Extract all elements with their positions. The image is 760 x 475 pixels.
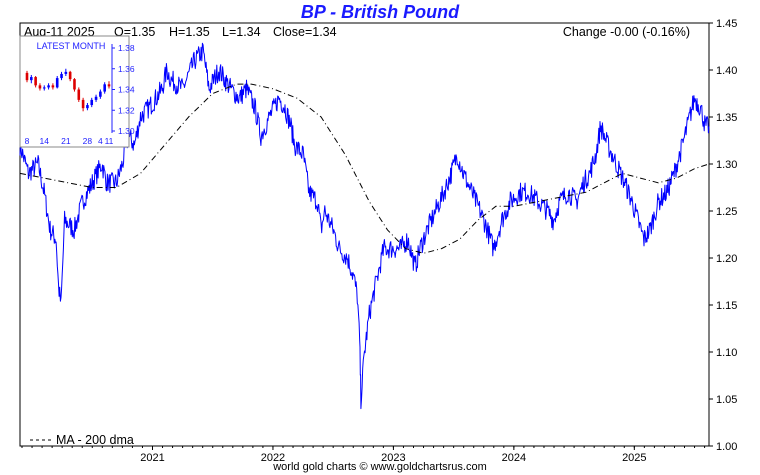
- ma-legend: MA - 200 dma: [30, 433, 134, 447]
- y-tick-label: 1.35: [716, 112, 737, 124]
- y-tick-label: 1.15: [716, 300, 737, 312]
- y-tick-label: 1.10: [716, 347, 737, 359]
- y-tick-label: 1.30: [716, 159, 737, 171]
- inset-candle-body: [60, 73, 63, 79]
- series-line-ma200: [19, 83, 710, 254]
- y-tick-label: 1.45: [716, 18, 737, 30]
- inset-y-tick-label: 1.36: [118, 64, 135, 74]
- plot-frame: [19, 22, 710, 447]
- inset-candle-body: [86, 105, 89, 109]
- inset-candle-body: [47, 85, 50, 88]
- inset-x-tick-label: 28: [83, 136, 93, 146]
- inset-candle-body: [64, 71, 68, 74]
- inset-candle-body: [81, 99, 85, 109]
- x-tick-label: 2021: [140, 452, 164, 464]
- inset-latest-month: LATEST MONTH 1.38 1.36 1.34 1.32 1.30 8 14 21 28…: [19, 35, 135, 148]
- inset-candle-body: [68, 71, 72, 80]
- inset-candle-body: [25, 72, 29, 81]
- inset-candle-body: [51, 85, 55, 88]
- series-line-price: [19, 42, 710, 410]
- series-layer: [19, 42, 710, 410]
- inset-candle-body: [34, 77, 37, 86]
- header-change: Change -0.00 (-0.16%): [563, 25, 690, 39]
- inset-x-tick-label: 4: [98, 136, 103, 146]
- axis-layer: 1.45 1.40 1.35 1.30 1.25 1.20 1.15 1.10 1.05 1.00…: [21, 18, 737, 464]
- y-tick-label: 1.40: [716, 65, 737, 77]
- x-tick-label: 2025: [622, 452, 646, 464]
- y-tick-label: 1.00: [716, 441, 737, 453]
- y-tick-label: 1.20: [716, 253, 737, 265]
- inset-candle-body: [73, 79, 76, 90]
- inset-x-tick-label: 21: [61, 136, 71, 146]
- inset-candle-body: [107, 84, 111, 87]
- inset-x-tick-label: 11: [105, 136, 114, 146]
- inset-candle-body: [94, 96, 98, 100]
- inset-y-tick-label: 1.38: [118, 43, 135, 53]
- x-tick-label: 2023: [381, 452, 405, 464]
- inset-candle-body: [77, 89, 81, 100]
- inset-candle-body: [99, 91, 102, 97]
- y-tick-label: 1.25: [716, 206, 737, 218]
- inset-candle-body: [30, 77, 33, 81]
- y-tick-label: 1.05: [716, 394, 737, 406]
- header-high: H=1.35: [169, 25, 210, 39]
- inset-candle-body: [90, 99, 94, 106]
- ma-legend-label: MA - 200 dma: [56, 433, 134, 447]
- header-close: Close=1.34: [273, 25, 337, 39]
- inset-y-tick-label: 1.34: [118, 85, 135, 95]
- x-tick-label: 2024: [502, 452, 526, 464]
- chart-title: BP - British Pound: [300, 2, 460, 22]
- header-low: L=1.34: [222, 25, 261, 39]
- inset-title: LATEST MONTH: [37, 41, 106, 51]
- inset-y-tick-label: 1.32: [118, 105, 135, 115]
- chart-footer: world gold charts © www.goldchartsrus.co…: [273, 461, 487, 473]
- inset-x-tick-label: 8: [25, 136, 30, 146]
- inset-candle-body: [42, 87, 46, 89]
- inset-x-tick-label: 14: [40, 136, 50, 146]
- x-tick-label: 2022: [261, 452, 285, 464]
- inset-y-tick-label: 1.30: [118, 126, 135, 136]
- inset-plot: 1.38 1.36 1.34 1.32 1.30 8 14 21 28 4 11: [25, 43, 135, 146]
- inset-candle-body: [55, 78, 59, 88]
- inset-candle-body: [38, 85, 42, 89]
- inset-candle-body: [103, 84, 106, 92]
